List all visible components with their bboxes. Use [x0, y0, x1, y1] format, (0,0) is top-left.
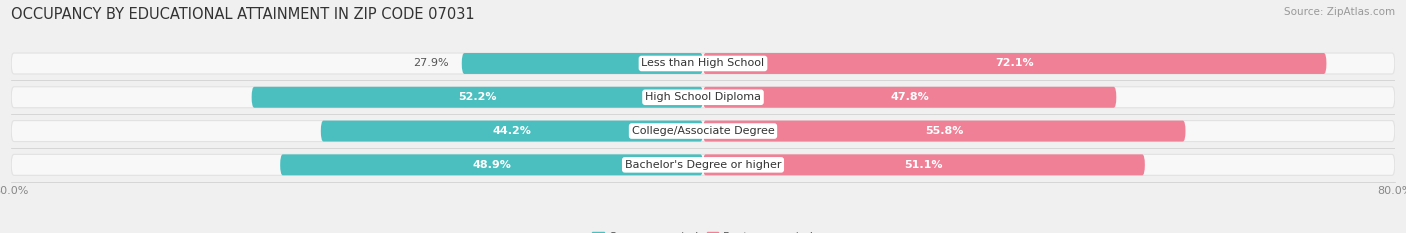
- FancyBboxPatch shape: [11, 121, 1395, 141]
- Text: 72.1%: 72.1%: [995, 58, 1033, 69]
- FancyBboxPatch shape: [703, 121, 1185, 141]
- FancyBboxPatch shape: [703, 53, 1326, 74]
- Legend: Owner-occupied, Renter-occupied: Owner-occupied, Renter-occupied: [588, 227, 818, 233]
- Text: 27.9%: 27.9%: [413, 58, 449, 69]
- Text: OCCUPANCY BY EDUCATIONAL ATTAINMENT IN ZIP CODE 07031: OCCUPANCY BY EDUCATIONAL ATTAINMENT IN Z…: [11, 7, 475, 22]
- Text: Bachelor's Degree or higher: Bachelor's Degree or higher: [624, 160, 782, 170]
- FancyBboxPatch shape: [321, 121, 703, 141]
- FancyBboxPatch shape: [11, 87, 1395, 108]
- Text: Less than High School: Less than High School: [641, 58, 765, 69]
- FancyBboxPatch shape: [703, 87, 1116, 108]
- Text: 51.1%: 51.1%: [904, 160, 943, 170]
- Text: 44.2%: 44.2%: [492, 126, 531, 136]
- Text: 48.9%: 48.9%: [472, 160, 510, 170]
- FancyBboxPatch shape: [252, 87, 703, 108]
- FancyBboxPatch shape: [461, 53, 703, 74]
- Text: 52.2%: 52.2%: [458, 92, 496, 102]
- FancyBboxPatch shape: [280, 154, 703, 175]
- Text: College/Associate Degree: College/Associate Degree: [631, 126, 775, 136]
- Text: Source: ZipAtlas.com: Source: ZipAtlas.com: [1284, 7, 1395, 17]
- Text: 47.8%: 47.8%: [890, 92, 929, 102]
- Text: High School Diploma: High School Diploma: [645, 92, 761, 102]
- FancyBboxPatch shape: [11, 53, 1395, 74]
- Text: 55.8%: 55.8%: [925, 126, 963, 136]
- FancyBboxPatch shape: [11, 154, 1395, 175]
- FancyBboxPatch shape: [703, 154, 1144, 175]
